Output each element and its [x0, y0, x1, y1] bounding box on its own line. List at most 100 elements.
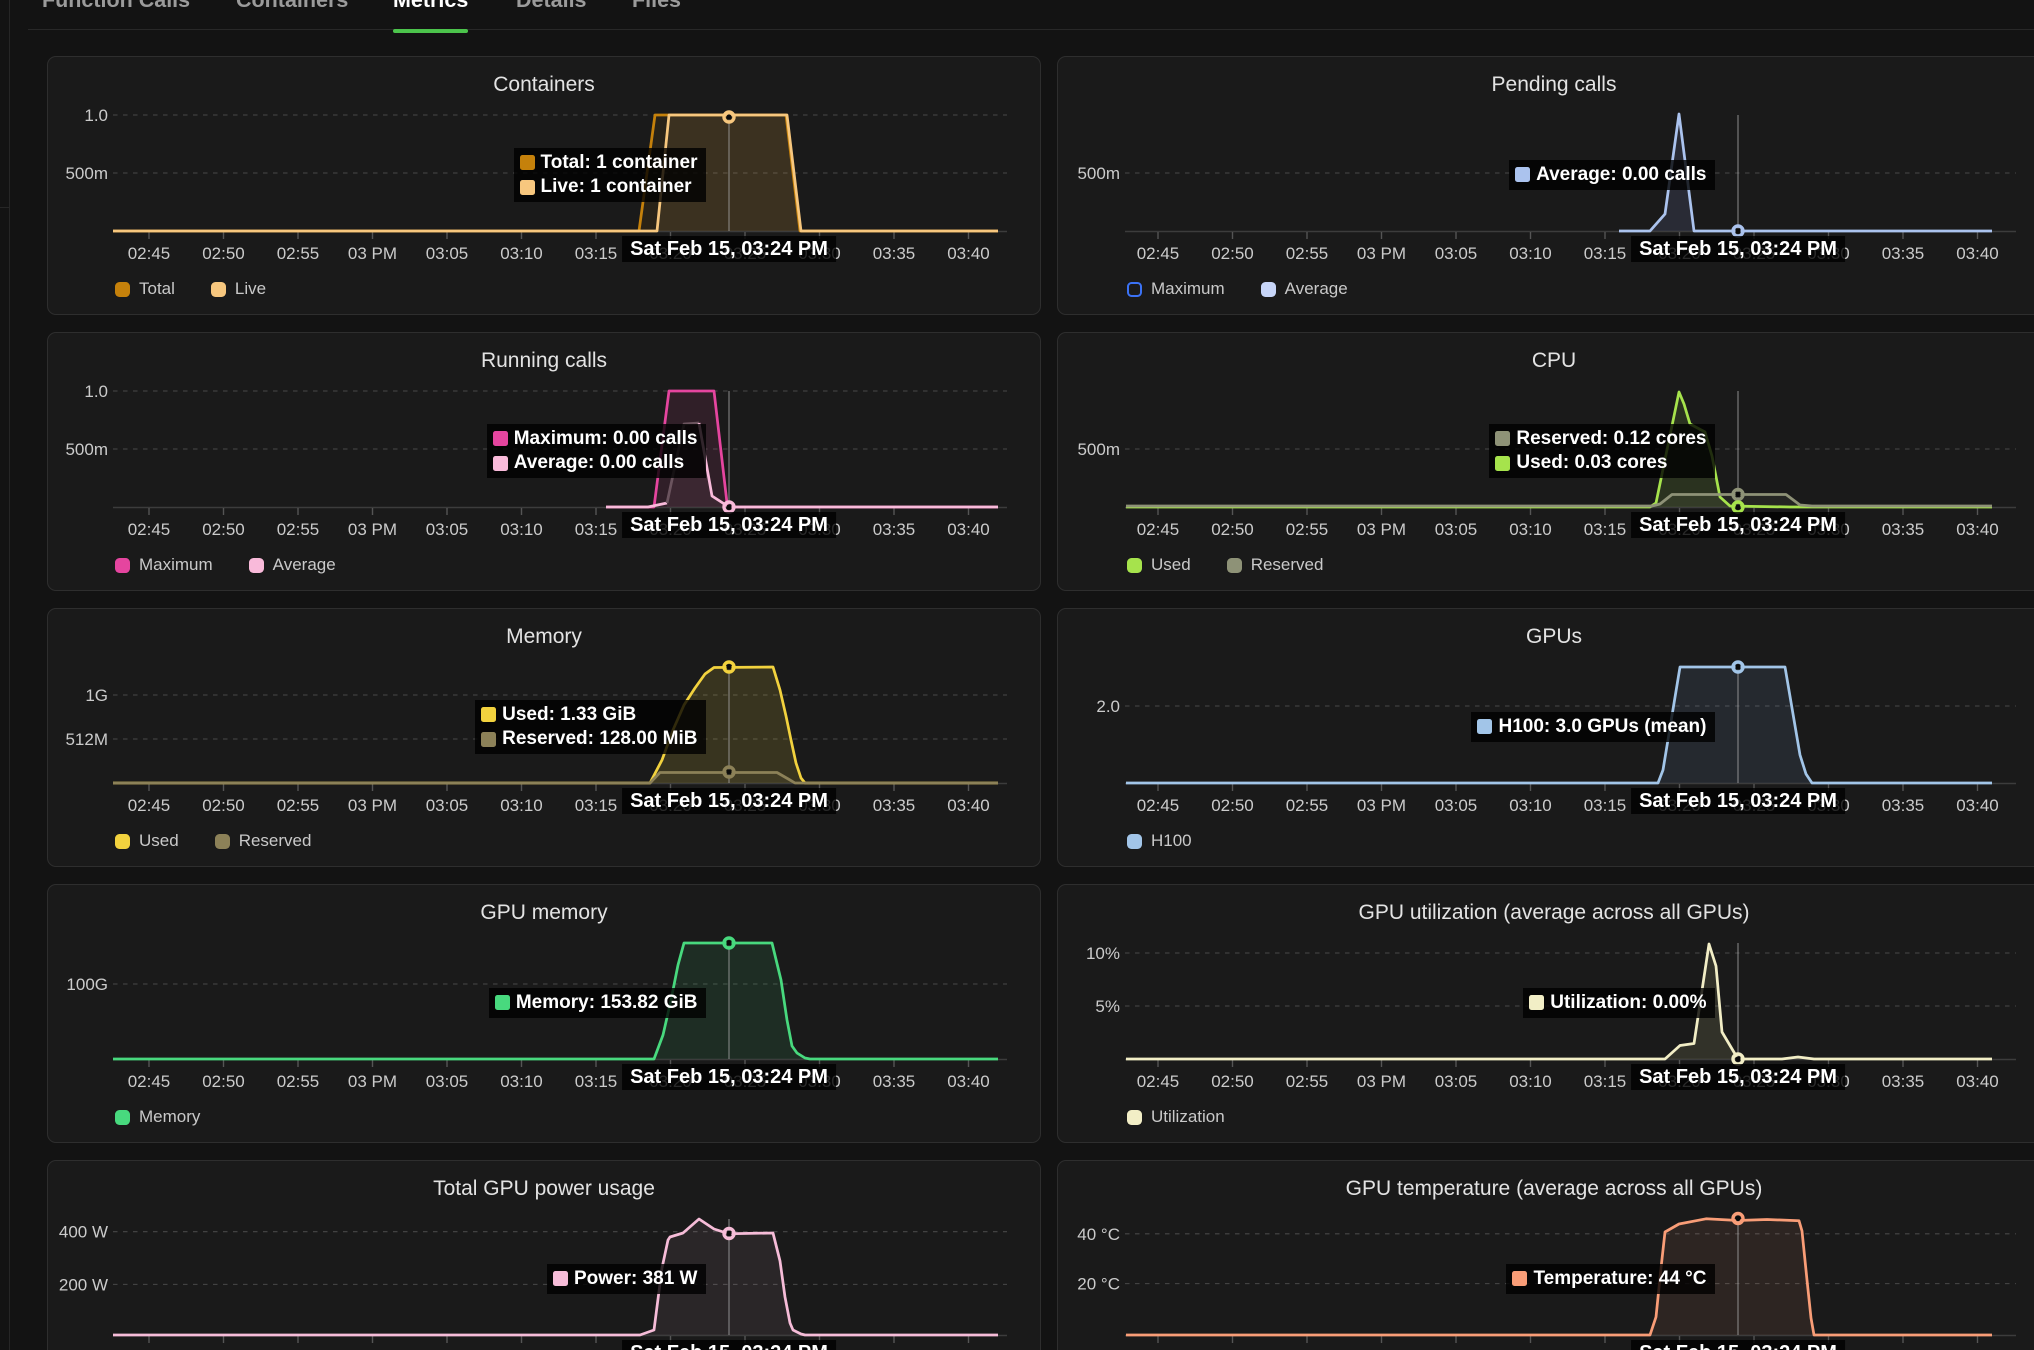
- svg-text:02:45: 02:45: [1137, 244, 1180, 263]
- svg-text:02:45: 02:45: [1137, 520, 1180, 539]
- svg-text:40 °C: 40 °C: [1077, 1225, 1120, 1244]
- svg-text:02:55: 02:55: [1286, 1072, 1329, 1091]
- svg-text:03:15: 03:15: [1584, 520, 1627, 539]
- svg-text:03:10: 03:10: [1509, 1348, 1552, 1350]
- svg-text:03:40: 03:40: [947, 1348, 990, 1350]
- svg-text:1.0: 1.0: [84, 106, 108, 125]
- svg-text:02:45: 02:45: [1137, 1348, 1180, 1350]
- svg-text:03:35: 03:35: [873, 244, 916, 263]
- svg-text:03:05: 03:05: [1435, 1348, 1478, 1350]
- svg-text:500m: 500m: [1077, 164, 1120, 183]
- svg-text:03:35: 03:35: [1882, 1348, 1925, 1350]
- svg-text:02:55: 02:55: [277, 1072, 320, 1091]
- svg-text:02:55: 02:55: [277, 244, 320, 263]
- svg-text:02:45: 02:45: [128, 244, 171, 263]
- svg-text:03:15: 03:15: [1584, 1072, 1627, 1091]
- svg-text:02:50: 02:50: [1211, 244, 1254, 263]
- svg-text:03:40: 03:40: [947, 796, 990, 815]
- svg-text:03:10: 03:10: [1509, 796, 1552, 815]
- svg-text:02:55: 02:55: [1286, 520, 1329, 539]
- svg-text:03:05: 03:05: [426, 1348, 469, 1350]
- svg-text:03:40: 03:40: [1956, 520, 1999, 539]
- svg-text:03 PM: 03 PM: [1357, 520, 1406, 539]
- svg-text:02:50: 02:50: [1211, 1348, 1254, 1350]
- svg-text:03:35: 03:35: [1882, 1072, 1925, 1091]
- svg-text:02:45: 02:45: [128, 796, 171, 815]
- svg-text:02:55: 02:55: [1286, 796, 1329, 815]
- svg-text:03:10: 03:10: [500, 796, 543, 815]
- svg-text:03:10: 03:10: [1509, 1072, 1552, 1091]
- svg-text:02:55: 02:55: [277, 796, 320, 815]
- svg-text:03:40: 03:40: [1956, 1072, 1999, 1091]
- svg-text:02:45: 02:45: [128, 1072, 171, 1091]
- svg-text:03:05: 03:05: [426, 1072, 469, 1091]
- svg-text:02:50: 02:50: [202, 520, 245, 539]
- svg-text:03:05: 03:05: [1435, 520, 1478, 539]
- svg-text:03:40: 03:40: [947, 1072, 990, 1091]
- svg-text:02:45: 02:45: [1137, 796, 1180, 815]
- svg-text:03:15: 03:15: [575, 1072, 618, 1091]
- svg-text:03:05: 03:05: [1435, 796, 1478, 815]
- svg-text:03:05: 03:05: [426, 520, 469, 539]
- svg-text:2.0: 2.0: [1096, 697, 1120, 716]
- svg-text:03:10: 03:10: [1509, 520, 1552, 539]
- svg-text:02:50: 02:50: [202, 1348, 245, 1350]
- svg-text:03:35: 03:35: [873, 520, 916, 539]
- svg-text:03 PM: 03 PM: [348, 796, 397, 815]
- svg-text:03:10: 03:10: [500, 1072, 543, 1091]
- svg-text:02:50: 02:50: [1211, 1072, 1254, 1091]
- svg-text:20 °C: 20 °C: [1077, 1275, 1120, 1294]
- svg-text:5%: 5%: [1095, 997, 1120, 1016]
- svg-text:03:35: 03:35: [1882, 796, 1925, 815]
- svg-text:03:05: 03:05: [426, 796, 469, 815]
- svg-text:02:55: 02:55: [1286, 244, 1329, 263]
- svg-text:03:35: 03:35: [873, 1072, 916, 1091]
- svg-text:02:45: 02:45: [1137, 1072, 1180, 1091]
- svg-text:03:10: 03:10: [500, 244, 543, 263]
- svg-text:500m: 500m: [65, 440, 108, 459]
- svg-text:03 PM: 03 PM: [348, 1348, 397, 1350]
- svg-text:02:50: 02:50: [202, 1072, 245, 1091]
- svg-text:03 PM: 03 PM: [348, 520, 397, 539]
- svg-text:03:15: 03:15: [1584, 1348, 1627, 1350]
- svg-text:512M: 512M: [65, 730, 108, 749]
- svg-text:03:15: 03:15: [1584, 796, 1627, 815]
- svg-text:02:45: 02:45: [128, 520, 171, 539]
- svg-text:200 W: 200 W: [59, 1275, 108, 1294]
- svg-text:02:55: 02:55: [1286, 1348, 1329, 1350]
- svg-text:03:35: 03:35: [1882, 244, 1925, 263]
- svg-text:03:40: 03:40: [1956, 796, 1999, 815]
- svg-text:03 PM: 03 PM: [1357, 796, 1406, 815]
- svg-text:03:10: 03:10: [500, 1348, 543, 1350]
- svg-text:500m: 500m: [65, 164, 108, 183]
- svg-text:03:15: 03:15: [575, 796, 618, 815]
- svg-text:03:15: 03:15: [575, 1348, 618, 1350]
- svg-text:500m: 500m: [1077, 440, 1120, 459]
- svg-text:02:50: 02:50: [1211, 520, 1254, 539]
- svg-text:03 PM: 03 PM: [348, 244, 397, 263]
- svg-text:02:55: 02:55: [277, 1348, 320, 1350]
- svg-text:03 PM: 03 PM: [348, 1072, 397, 1091]
- svg-text:03:10: 03:10: [1509, 244, 1552, 263]
- svg-text:03:15: 03:15: [1584, 244, 1627, 263]
- svg-text:03:35: 03:35: [873, 1348, 916, 1350]
- svg-text:03:05: 03:05: [426, 244, 469, 263]
- svg-text:03:05: 03:05: [1435, 1072, 1478, 1091]
- svg-text:02:50: 02:50: [202, 244, 245, 263]
- svg-text:1G: 1G: [85, 686, 108, 705]
- svg-text:03 PM: 03 PM: [1357, 244, 1406, 263]
- svg-text:1.0: 1.0: [84, 382, 108, 401]
- svg-text:03:15: 03:15: [575, 520, 618, 539]
- svg-text:02:50: 02:50: [202, 796, 245, 815]
- svg-text:03 PM: 03 PM: [1357, 1348, 1406, 1350]
- svg-text:03:10: 03:10: [500, 520, 543, 539]
- svg-text:100G: 100G: [66, 975, 108, 994]
- svg-text:03:35: 03:35: [873, 796, 916, 815]
- svg-text:03:05: 03:05: [1435, 244, 1478, 263]
- svg-text:10%: 10%: [1086, 944, 1120, 963]
- svg-text:02:50: 02:50: [1211, 796, 1254, 815]
- svg-text:03:15: 03:15: [575, 244, 618, 263]
- svg-text:03:40: 03:40: [1956, 244, 1999, 263]
- svg-text:03:40: 03:40: [1956, 1348, 1999, 1350]
- svg-text:02:55: 02:55: [277, 520, 320, 539]
